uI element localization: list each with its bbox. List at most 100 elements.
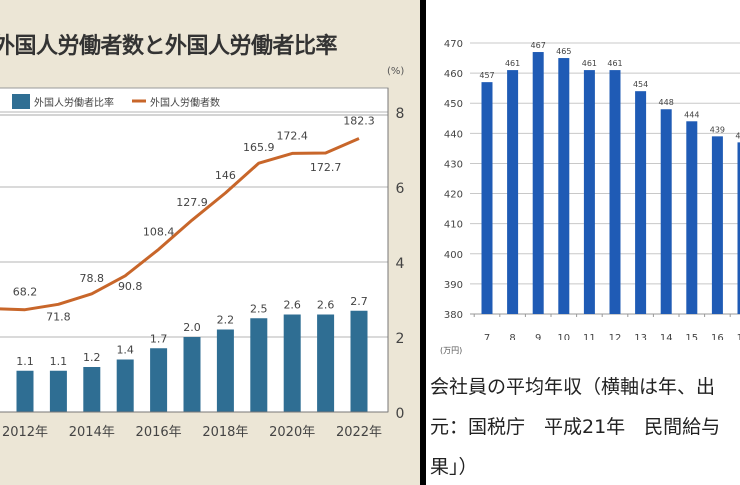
bar (532, 52, 544, 315)
bar (216, 329, 234, 412)
caption-line-3: 果」） (430, 456, 478, 478)
x-axis-tick-label: 2020年 (269, 425, 315, 440)
x-axis-tick-label: 10 (557, 333, 570, 340)
legend-bar-swatch (12, 94, 30, 109)
bar-data-label: 2.6 (283, 299, 301, 312)
x-axis-tick-label: 12 (609, 333, 622, 340)
line-data-label: 78.8 (80, 272, 105, 285)
bar (737, 142, 740, 314)
bar (711, 136, 723, 314)
bar (116, 359, 134, 412)
bar-data-label: 467 (531, 41, 546, 50)
bar-data-label: 2.2 (217, 314, 235, 327)
bar (49, 370, 67, 412)
bar-data-label: 1.2 (83, 351, 101, 364)
bar (150, 348, 168, 412)
y-axis-tick-label: 420 (444, 190, 463, 201)
bar-data-label: 461 (505, 59, 520, 68)
bar (558, 58, 570, 314)
line-data-label: 146 (215, 169, 236, 182)
line-data-label: 182.3 (343, 115, 375, 128)
bar (686, 121, 698, 315)
bar-data-label: 457 (479, 71, 494, 80)
x-axis-tick-label: 7 (484, 333, 490, 340)
y-axis-tick-label: 380 (444, 310, 463, 321)
y-axis-tick-label: 450 (444, 99, 463, 110)
right-axis-tick-label: 2 (396, 331, 405, 347)
x-axis-tick-label: 13 (634, 333, 647, 340)
bar (660, 109, 672, 314)
x-axis-tick-label: 11 (583, 333, 596, 340)
right-chart-svg: 380 390 400 410 420 430 440 450 460 470 457 7 461 8 46… (444, 39, 740, 340)
right-axis-unit: (%) (387, 66, 405, 77)
line-data-label: 71.8 (46, 310, 71, 323)
left-chart-svg: 0 2 4 6 8 外国人労働者比率 外国人労働者数 1.1 1.1 1.2 1.4 1.7 2.0 2.… (0, 87, 405, 440)
bar-data-label: 454 (633, 80, 648, 89)
bar-data-label: 437 (735, 131, 740, 140)
bar-data-label: 1.1 (16, 355, 34, 368)
line-data-label: 172.7 (310, 161, 342, 174)
bar-data-label: 461 (607, 59, 622, 68)
y-axis-tick-label: 390 (444, 280, 463, 291)
y-axis-tick-label: 430 (444, 159, 463, 170)
y-axis-tick-label: 460 (444, 69, 463, 80)
line-data-label: 165.9 (243, 141, 275, 154)
x-axis-tick-label: 8 (509, 333, 515, 340)
y-axis-tick-label: 400 (444, 250, 463, 261)
bar-data-label: 2.7 (350, 295, 368, 308)
line-data-label: 127.9 (176, 196, 208, 209)
y-axis-tick-label: 470 (444, 39, 463, 50)
line-data-label: 90.8 (118, 280, 143, 293)
legend-bar-label: 外国人労働者比率 (34, 96, 114, 109)
bar-data-label: 461 (582, 59, 597, 68)
y-axis-tick-label: 440 (444, 129, 463, 140)
x-axis-tick-label: 16 (711, 333, 724, 340)
bar (583, 70, 595, 314)
line-data-label: 68.2 (13, 286, 38, 299)
bar-data-label: 444 (684, 110, 699, 119)
x-axis-tick-label: 2016年 (136, 425, 182, 440)
bar-data-label: 1.1 (50, 355, 68, 368)
left-chart-title: 外国人労働者数と外国人労働者比率 (0, 34, 338, 59)
x-axis-tick-label: 2014年 (69, 425, 115, 440)
x-axis-tick-label: 14 (660, 333, 673, 340)
y-axis-tick-label: 410 (444, 220, 463, 231)
bar (83, 367, 101, 412)
right-axis-tick-label: 6 (396, 181, 405, 197)
bar-data-label: 465 (556, 47, 571, 56)
bar (481, 82, 493, 315)
bar (250, 318, 268, 412)
bar (283, 314, 301, 412)
right-axis-tick-label: 4 (396, 256, 405, 272)
caption-line-2: 元：国税庁 平成21年 民間給与 (430, 416, 721, 438)
bar (350, 310, 368, 412)
bar (635, 91, 647, 314)
bar-data-label: 2.0 (183, 321, 201, 334)
bar (317, 314, 335, 412)
line-data-label: 108.4 (143, 225, 175, 238)
bar (16, 370, 34, 412)
x-axis-tick-label: 15 (685, 333, 698, 340)
right-chart-panel: 380 390 400 410 420 430 440 450 460 470 457 7 461 8 46… (426, 0, 740, 485)
x-axis-tick-label: 2018年 (202, 425, 248, 440)
legend-line-label: 外国人労働者数 (150, 96, 220, 109)
x-axis-tick-label: 9 (535, 333, 541, 340)
x-axis-tick-label: 2012年 (2, 425, 48, 440)
line-series (0, 137, 360, 312)
bar-data-label: 2.5 (250, 302, 268, 315)
bar (183, 337, 201, 412)
y-axis-unit: (万円) (440, 346, 463, 355)
bar (507, 70, 519, 314)
bar-data-label: 2.6 (317, 299, 335, 312)
bar-data-label: 1.4 (116, 344, 134, 357)
bar-data-label: 448 (659, 98, 674, 107)
bar (609, 70, 621, 314)
right-axis-tick-label: 8 (396, 106, 405, 122)
left-chart-panel: 外国人労働者数と外国人労働者比率 (%) 0 2 4 6 8 外国人労働者比率 外国人労働者… (0, 0, 420, 485)
panel-divider (420, 0, 426, 485)
caption-line-1: 会社員の平均年収（横軸は年、出 (430, 376, 716, 398)
x-axis-tick-label: 17 (737, 333, 740, 340)
right-axis-tick-label: 0 (396, 406, 405, 422)
bar-data-label: 1.7 (150, 332, 168, 345)
x-axis-tick-label: 2022年 (336, 425, 382, 440)
